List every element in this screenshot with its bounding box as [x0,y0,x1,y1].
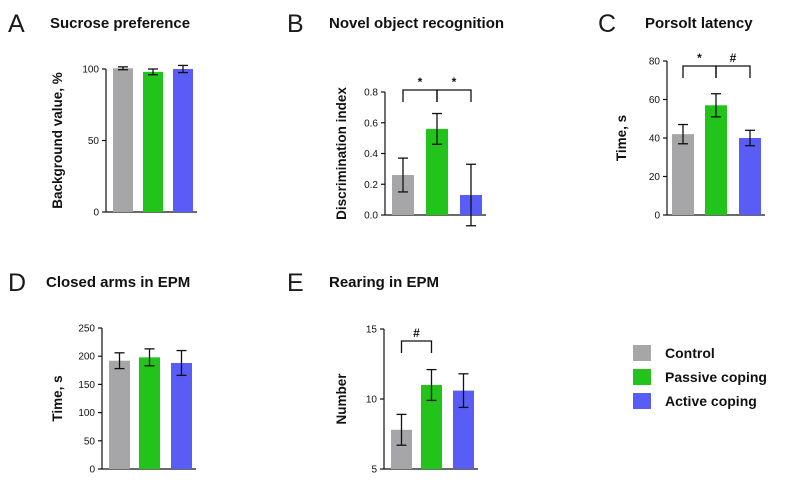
y-axis-label-e: Number [334,373,349,425]
legend-swatch-passive-coping [633,369,651,385]
legend-swatch-control [633,345,651,361]
legend-swatch-active-coping [633,393,651,409]
y-tick-label: 0 [89,465,95,476]
y-tick-label: 0.0 [364,211,378,222]
error-bar-c-passive-coping [711,93,721,118]
significance-bracket-c-1: # [715,51,751,78]
panel-c: C Porsolt latency Time, s 0 20 40 60 80 * # [598,10,765,222]
bar-e-active-coping [453,390,474,469]
error-bar-d-active-coping [176,349,187,377]
bar-e-control [391,429,412,469]
y-tick-label: 0 [93,208,99,219]
panel-d: D Closed arms in EPM Time, s 0 50 100 150 200 25… [8,269,196,476]
y-axis-label-c: Time, s [614,115,629,161]
error-bar-b-passive-coping [432,112,442,145]
bar-d-passive-coping [139,357,160,469]
bar-a-active-coping [173,69,193,212]
significance-label: # [730,51,737,65]
significance-label: # [413,326,420,340]
error-bar-c-active-coping [745,129,755,147]
legend-label-passive-coping: Passive coping [665,369,767,385]
significance-bracket-b-1: * [436,75,472,102]
panel-title-d: Closed arms in EPM [46,274,190,291]
panel-title-b: Novel object recognition [329,15,504,32]
bar-b-control [392,175,414,215]
panel-letter-b: B [287,10,304,38]
error-bar-b-active-coping [466,163,476,227]
y-axis-label-a: Background value, % [50,72,65,209]
panel-a: A Sucrose preference Background value, % 0 5… [8,10,197,219]
significance-label: * [697,51,702,65]
y-tick-label: 5 [371,465,377,476]
y-axis-label-b: Discrimination index [334,87,349,220]
y-tick-label: 0 [654,211,660,222]
y-axis-label-d: Time, s [50,375,65,421]
panel-letter-c: C [598,10,616,38]
bar-c-control [672,134,694,215]
panel-letter-e: E [287,269,304,297]
error-bar-c-control [678,123,688,145]
error-bar-a-control [118,66,128,71]
y-tick-label: 50 [84,436,96,447]
bar-b-passive-coping [426,128,448,215]
significance-label: * [452,75,457,89]
y-tick-label: 0.2 [364,180,378,191]
y-tick-label: 150 [78,380,95,391]
error-bar-a-active-coping [178,64,188,74]
y-tick-label: 15 [366,325,378,336]
legend: Control Passive coping Active coping [633,345,767,409]
y-tick-label: 0.6 [364,118,378,129]
y-tick-label: 10 [366,395,378,406]
y-tick-label: 40 [649,134,661,145]
panel-b: B Novel object recognition Discrimination … [287,10,504,227]
significance-bracket-b-0: * [402,75,438,102]
panel-letter-d: D [8,269,26,297]
legend-label-control: Control [665,345,715,361]
panel-e: E Rearing in EPM Number 5 10 15 # [287,269,478,476]
y-tick-label: 250 [78,324,95,335]
error-bar-e-active-coping [458,373,469,409]
y-tick-label: 80 [649,57,661,68]
y-tick-label: 20 [649,172,661,183]
y-tick-label: 50 [88,136,100,147]
significance-label: * [418,75,423,89]
y-tick-label: 0.4 [364,149,378,160]
bar-e-passive-coping [421,385,442,469]
panel-letter-a: A [8,10,25,38]
error-bar-e-control [396,413,407,446]
y-tick-label: 200 [78,352,95,363]
significance-bracket-e-0: # [400,326,433,353]
significance-bracket-c-0: * [682,51,717,78]
bar-d-control [109,360,130,469]
panel-title-c: Porsolt latency [645,15,753,32]
error-bar-d-passive-coping [144,348,155,367]
y-tick-label: 0.8 [364,88,378,99]
panel-title-e: Rearing in EPM [329,274,439,291]
legend-label-active-coping: Active coping [665,393,757,409]
bar-c-active-coping [739,138,761,215]
panel-title-a: Sucrose preference [50,15,190,32]
error-bar-b-control [398,157,408,193]
error-bar-e-passive-coping [426,368,437,402]
error-bar-d-control [114,352,125,370]
bar-d-active-coping [171,362,192,469]
bar-c-passive-coping [705,105,727,215]
y-tick-label: 60 [649,95,661,106]
bar-a-control [113,68,133,212]
error-bar-a-passive-coping [148,68,158,76]
bar-a-passive-coping [143,71,163,212]
y-tick-label: 100 [82,65,99,76]
y-tick-label: 100 [78,408,95,419]
